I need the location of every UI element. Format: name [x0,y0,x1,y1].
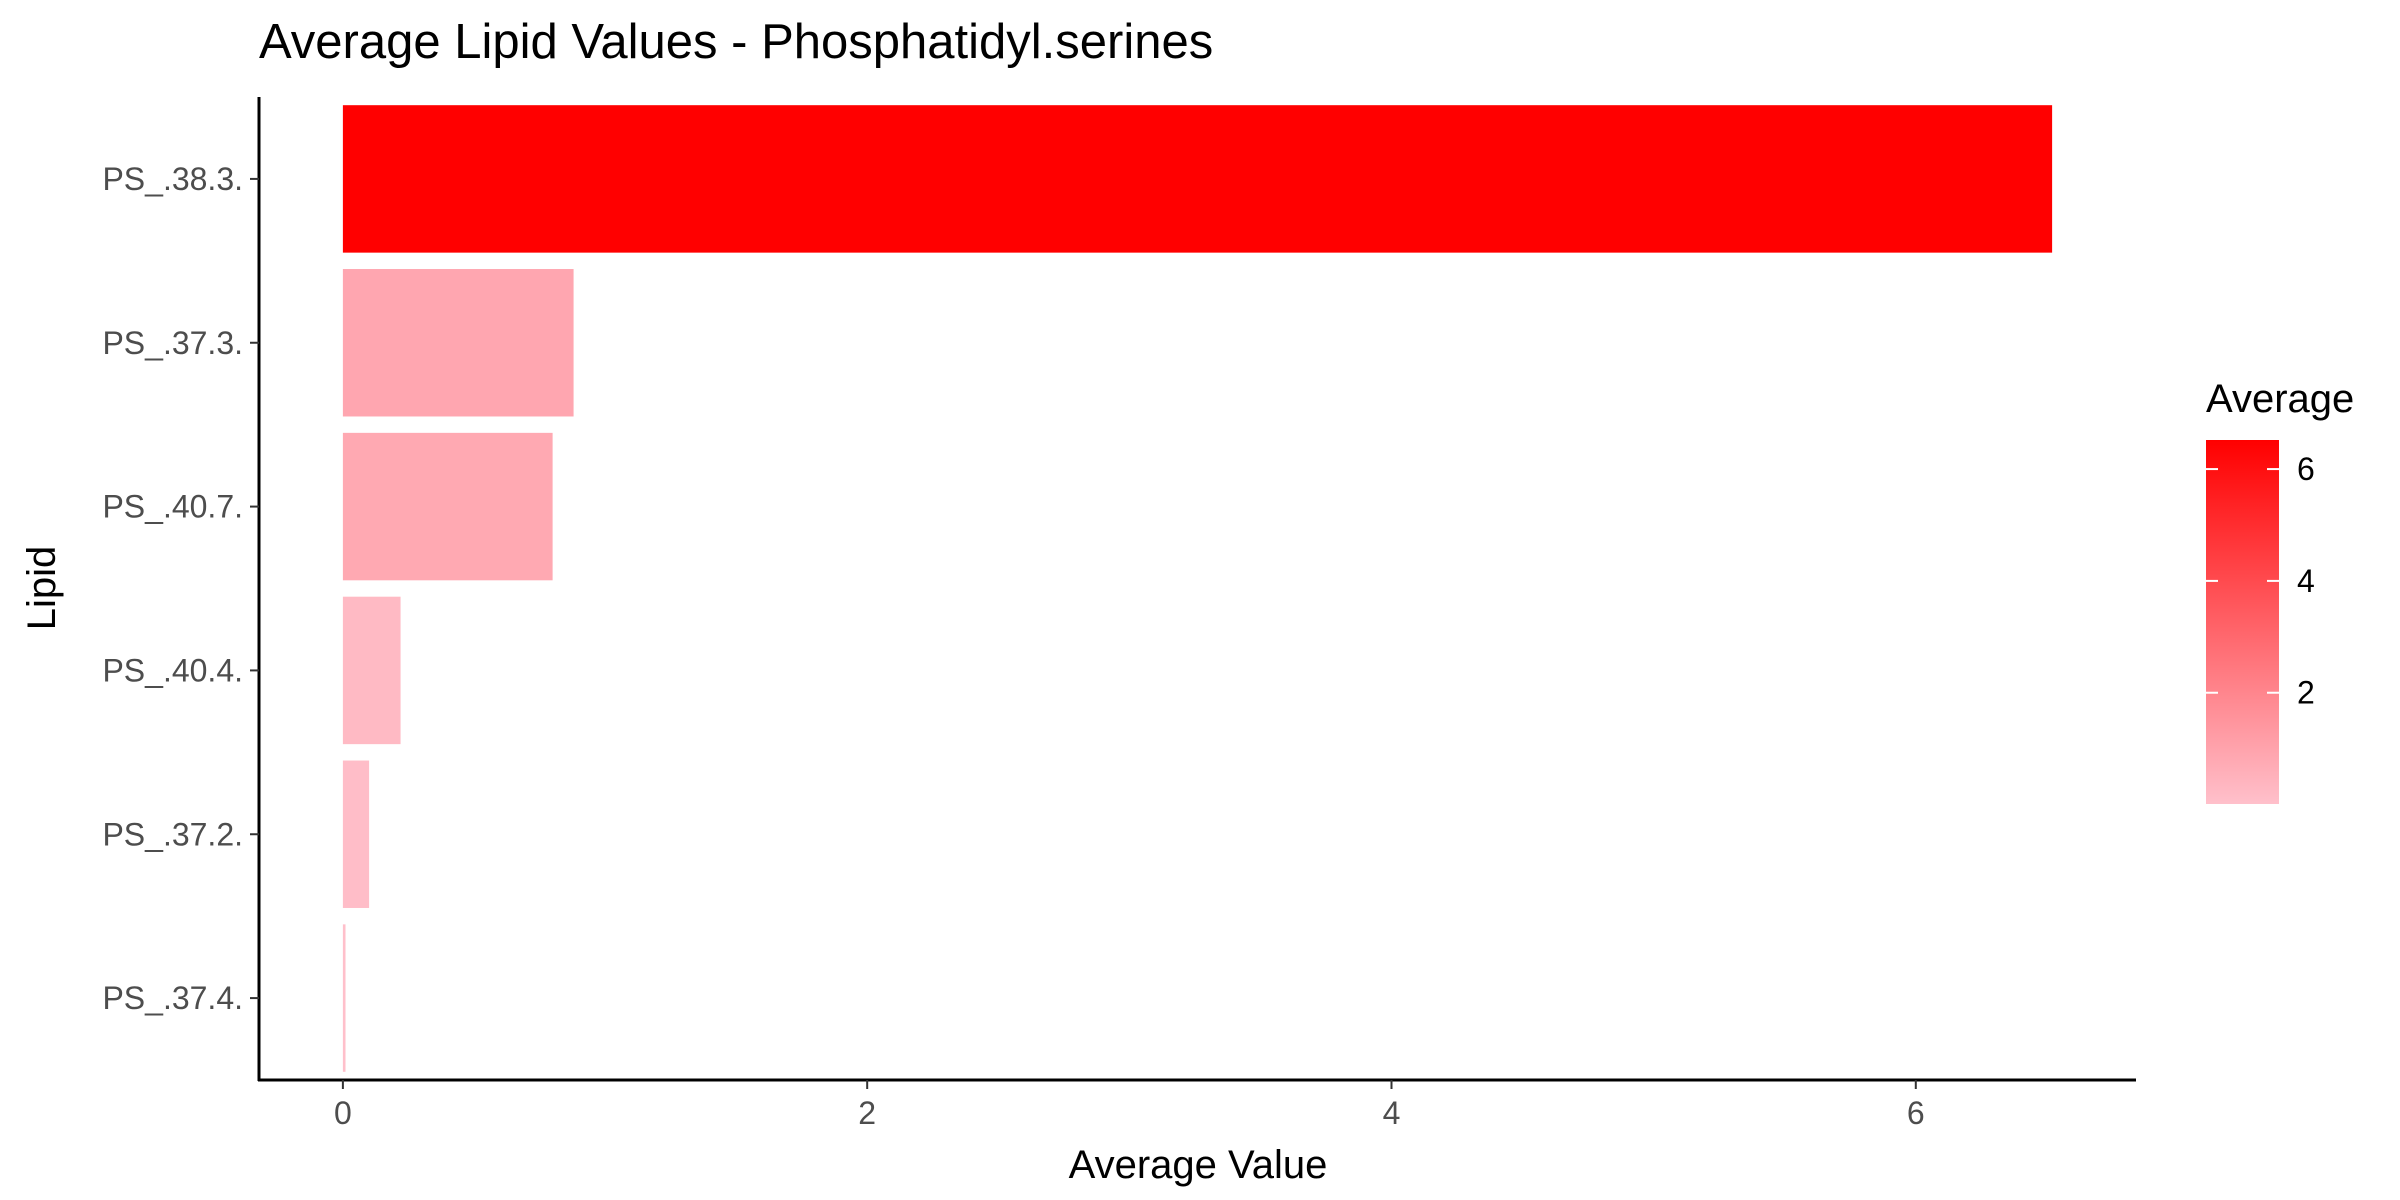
legend-tick-label: 6 [2297,451,2315,487]
bar-PS_.37.4. [342,924,346,1072]
y-tick-label: PS_.37.2. [102,816,243,852]
legend-ticks: 2 4 6 [2206,451,2315,711]
bar-PS_.37.2. [342,760,370,908]
y-tick-label: PS_.38.3. [102,161,243,197]
bar-PS_.38.3. [342,105,2053,253]
legend-tick-label: 4 [2297,563,2315,599]
legend-colorbar [2206,440,2279,804]
x-tick-label: 2 [858,1095,876,1131]
y-tick-label: PS_.40.7. [102,489,243,525]
chart-title: Average Lipid Values - Phosphatidyl.seri… [259,15,1213,69]
y-tick-label: PS_.40.4. [102,652,243,688]
bar-PS_.40.7. [342,432,553,581]
y-axis-ticks: PS_.38.3. PS_.37.3. PS_.40.7. PS_.40.4. PS_.… [102,161,259,1016]
x-tick-label: 4 [1383,1095,1401,1131]
x-tick-label: 6 [1907,1095,1925,1131]
bar-PS_.37.3. [342,269,574,417]
x-axis-ticks: 0 2 4 6 [334,1080,1925,1131]
legend-tick-label: 2 [2297,675,2315,711]
bar-PS_.40.4. [342,596,401,745]
y-tick-label: PS_.37.3. [102,325,243,361]
x-axis-title: Average Value [1069,1143,1328,1187]
x-tick-label: 0 [334,1095,352,1131]
color-legend: Average 2 4 6 [2206,377,2354,804]
y-tick-label: PS_.37.4. [102,980,243,1016]
bars-group [342,105,2053,1072]
y-axis-title: Lipid [20,546,64,631]
legend-title: Average [2206,377,2354,421]
